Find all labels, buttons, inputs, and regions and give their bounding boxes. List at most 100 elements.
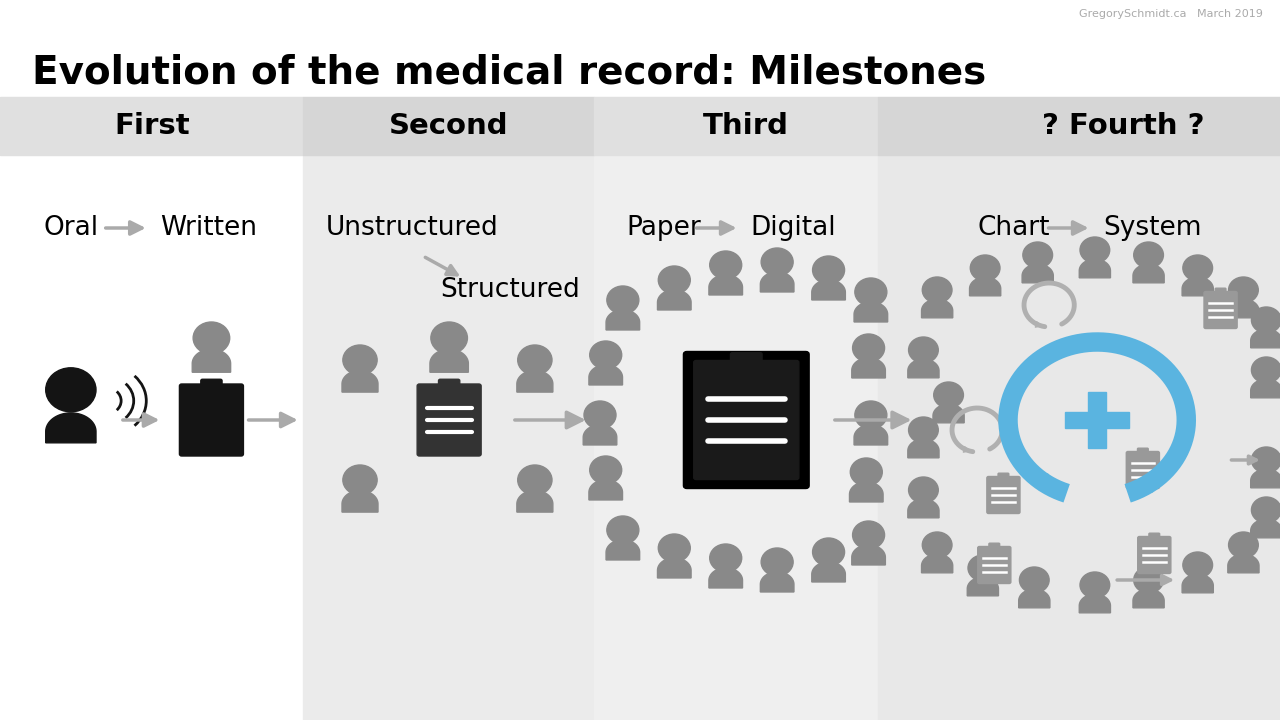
Polygon shape [589, 365, 622, 385]
Polygon shape [1251, 469, 1280, 488]
Polygon shape [1251, 329, 1280, 348]
Circle shape [1080, 237, 1110, 263]
Circle shape [1134, 242, 1164, 268]
FancyBboxPatch shape [1204, 292, 1238, 328]
Circle shape [1229, 277, 1258, 303]
FancyBboxPatch shape [439, 379, 460, 392]
FancyBboxPatch shape [1215, 288, 1226, 294]
FancyBboxPatch shape [417, 384, 481, 456]
Circle shape [517, 465, 552, 495]
FancyBboxPatch shape [684, 351, 809, 488]
Polygon shape [342, 490, 378, 512]
Bar [1088, 392, 1106, 448]
Circle shape [933, 382, 964, 408]
Polygon shape [968, 577, 998, 596]
Circle shape [970, 255, 1000, 281]
Circle shape [813, 256, 845, 284]
Circle shape [1229, 532, 1258, 558]
Bar [303, 97, 594, 155]
Circle shape [431, 322, 467, 354]
FancyBboxPatch shape [731, 353, 762, 372]
Polygon shape [812, 562, 845, 582]
Circle shape [855, 278, 887, 306]
FancyBboxPatch shape [1138, 448, 1148, 455]
Bar [594, 97, 878, 155]
Circle shape [607, 516, 639, 544]
Text: Second: Second [389, 112, 509, 140]
Polygon shape [1183, 574, 1213, 593]
Circle shape [607, 286, 639, 314]
Text: Digital: Digital [751, 215, 837, 241]
Polygon shape [969, 277, 1001, 296]
Polygon shape [589, 480, 622, 500]
Text: Third: Third [703, 112, 790, 140]
Text: First: First [114, 112, 189, 140]
Polygon shape [1079, 594, 1111, 613]
Bar [594, 155, 878, 720]
Circle shape [762, 548, 794, 576]
Circle shape [813, 538, 845, 566]
Circle shape [590, 456, 622, 484]
Polygon shape [933, 404, 964, 423]
Polygon shape [1228, 554, 1260, 573]
Text: Oral: Oral [44, 215, 99, 241]
Bar [0, 97, 303, 155]
Circle shape [1252, 497, 1280, 523]
Circle shape [923, 277, 952, 303]
Polygon shape [908, 359, 940, 378]
Polygon shape [1133, 589, 1165, 608]
FancyBboxPatch shape [179, 384, 243, 456]
Circle shape [968, 555, 997, 581]
Polygon shape [1251, 519, 1280, 538]
Bar [303, 155, 594, 720]
Circle shape [909, 417, 938, 443]
Circle shape [658, 534, 690, 562]
Polygon shape [658, 290, 691, 310]
FancyBboxPatch shape [201, 379, 221, 392]
Bar [878, 97, 1280, 155]
Circle shape [709, 251, 741, 279]
Polygon shape [1079, 259, 1111, 278]
Polygon shape [709, 568, 742, 588]
Circle shape [923, 532, 952, 558]
Circle shape [1134, 567, 1164, 593]
Circle shape [658, 266, 690, 294]
Circle shape [193, 322, 229, 354]
Text: Chart: Chart [977, 215, 1050, 241]
Circle shape [1252, 357, 1280, 383]
Polygon shape [922, 554, 952, 573]
Circle shape [709, 544, 741, 572]
Polygon shape [922, 299, 952, 318]
Polygon shape [812, 280, 845, 300]
FancyBboxPatch shape [987, 477, 1020, 513]
FancyBboxPatch shape [1138, 536, 1171, 574]
Polygon shape [851, 358, 886, 378]
Polygon shape [1251, 379, 1280, 398]
Circle shape [852, 521, 884, 549]
Bar [878, 155, 1280, 720]
Text: Unstructured: Unstructured [325, 215, 498, 241]
Polygon shape [342, 371, 378, 392]
Circle shape [1183, 552, 1212, 578]
Circle shape [762, 248, 794, 276]
Circle shape [852, 334, 884, 362]
Polygon shape [46, 413, 96, 443]
FancyBboxPatch shape [989, 543, 1000, 550]
Text: System: System [1103, 215, 1202, 241]
Polygon shape [517, 371, 553, 392]
Polygon shape [850, 482, 883, 502]
Polygon shape [709, 275, 742, 295]
Circle shape [850, 458, 882, 486]
Polygon shape [760, 272, 794, 292]
Polygon shape [1183, 277, 1213, 296]
FancyBboxPatch shape [1126, 451, 1160, 488]
Polygon shape [430, 349, 468, 372]
Polygon shape [1133, 264, 1165, 283]
Polygon shape [584, 425, 617, 445]
Polygon shape [1023, 264, 1053, 283]
Polygon shape [1019, 589, 1050, 608]
Text: Paper: Paper [626, 215, 701, 241]
Circle shape [1023, 242, 1052, 268]
Circle shape [1252, 447, 1280, 473]
Circle shape [590, 341, 622, 369]
